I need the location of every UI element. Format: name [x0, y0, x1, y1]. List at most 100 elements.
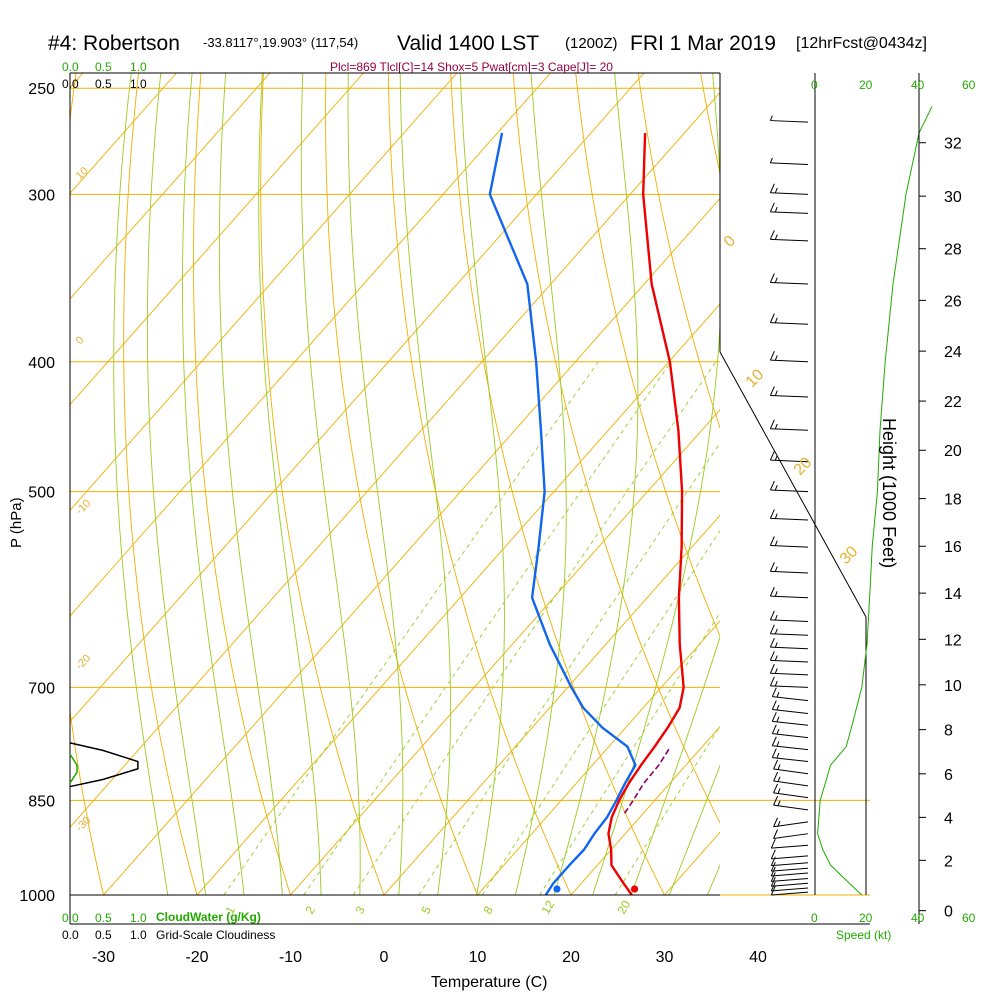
cloud-scale-bottom: 0.0 0.5 1.0 CloudWater (g/Kg) 0.0 0.5 1.…	[62, 910, 275, 942]
wind-barb-staff	[770, 489, 809, 493]
wind-barb-half	[774, 540, 778, 546]
wind-barb	[771, 736, 809, 751]
mixing-ratio-line	[539, 612, 720, 895]
x-tick-label: -20	[185, 949, 208, 966]
wind-barb	[770, 872, 809, 882]
wind-barb	[769, 115, 809, 123]
y-tick-label: 850	[28, 793, 55, 810]
wind-barb-flag	[773, 759, 779, 770]
dry-adiabat-line	[886, 64, 1000, 923]
dry-adiabat-line	[450, 73, 666, 895]
wind-barb-half	[774, 566, 778, 572]
y2-tick-label: 4	[944, 810, 953, 827]
dry-adiabat-line	[0, 64, 15, 923]
dry-adiabat-line	[637, 73, 720, 430]
wind-barb-half	[776, 729, 780, 735]
wind-barb-flag	[769, 586, 775, 597]
y2-tick-label: 30	[944, 189, 962, 206]
wind-barb	[769, 586, 809, 599]
wind-barb-flag	[770, 872, 776, 882]
wind-barb	[769, 562, 809, 574]
y-tick-label: 300	[28, 187, 55, 204]
wind-barb-half	[774, 655, 778, 661]
x-tick-label: 0	[380, 949, 389, 966]
y2-tick-label: 12	[944, 632, 962, 649]
isotherm-label: 20	[791, 454, 816, 479]
x-tick-label: -30	[92, 949, 115, 966]
cloud-scale-bottom-green-0: 0.0	[62, 911, 79, 925]
utc-time: (1200Z)	[565, 35, 618, 52]
isotherm-line	[70, 73, 645, 723]
mixing-ratio-line	[418, 442, 720, 895]
wind-barb-staff	[772, 757, 809, 762]
isotherm-label: 30	[837, 543, 862, 568]
wind-barb-half	[777, 788, 781, 794]
wind-barb-flag	[769, 637, 775, 648]
cloud-scale-top-green-0: 0.0	[62, 60, 79, 74]
valid-time: Valid 1400 LST	[397, 32, 539, 55]
cloud-scale-top-green-2: 1.0	[130, 60, 147, 74]
wind-barb-staff	[771, 887, 809, 892]
dry-adiabat-line	[387, 73, 572, 895]
wind-barb	[769, 419, 809, 431]
wind-barb-staff	[771, 867, 809, 872]
wind-barb-flag	[769, 509, 775, 519]
y-tick-label: 250	[28, 81, 55, 98]
wind-barb-flag	[769, 350, 775, 361]
wind-barb	[773, 795, 809, 811]
isotherm-line	[70, 73, 177, 194]
wind-barb	[769, 651, 809, 663]
mixing-ratio-line	[223, 361, 599, 895]
wind-barb-flag	[770, 866, 776, 877]
mixing-ratio-line	[352, 361, 717, 895]
wind-barb-staff	[770, 359, 809, 363]
cloud-scale-bottom-black-0: 0.0	[62, 928, 79, 942]
cloud-scale-bottom-green-2: 1.0	[130, 911, 147, 925]
speed-bottom-left-2: 40	[911, 911, 925, 925]
wind-barb-staff	[771, 877, 809, 882]
surface-point	[553, 885, 561, 893]
wind-barb-staff	[771, 872, 809, 877]
wind-barb	[769, 480, 809, 493]
cloud-scale-top-green-1: 0.5	[95, 60, 112, 74]
cloud-scale-top-black-1: 0.5	[95, 77, 112, 91]
wind-barb-flag	[770, 861, 776, 872]
wind-barb-staff	[770, 595, 809, 599]
moist-adiabat-line	[258, 73, 322, 895]
y2-tick-label: 10	[944, 678, 962, 695]
isotherm-label: 0	[721, 232, 739, 250]
wind-barb	[771, 748, 809, 762]
wind-barb	[769, 313, 809, 325]
dry-adiabat-line	[512, 73, 720, 824]
speed-top-right-2: 60	[962, 78, 976, 92]
wind-barb-half	[776, 692, 780, 698]
wind-barb-staff	[770, 672, 809, 676]
wind-barb-flag	[771, 700, 777, 710]
cloud-scale-bottom-black-1: 0.5	[95, 928, 112, 942]
moist-adiabat-line	[113, 73, 169, 895]
mixing-ratio-line	[481, 529, 720, 895]
wind-barb-half	[774, 485, 778, 491]
wind-barb	[770, 849, 809, 860]
wind-barb-half	[769, 157, 773, 164]
wind-barb-flag	[769, 651, 775, 661]
wind-barb-flag	[773, 783, 779, 794]
wind-barb-half	[777, 820, 781, 827]
moist-adiabat-line	[592, 73, 720, 895]
isotherm-line	[196, 303, 720, 895]
dewpoint-trace	[488, 132, 637, 895]
wind-barb-staff	[773, 833, 809, 839]
wind-barb	[769, 509, 809, 521]
wind-barb-half	[774, 206, 778, 213]
wind-barb-staff	[772, 745, 809, 751]
speed-bottom-right-2: 60	[962, 911, 976, 925]
wind-barb-flag	[769, 202, 775, 213]
forecast-info: [12hrFcst@0434z]	[796, 35, 927, 52]
wind-barb-flag	[769, 536, 775, 546]
isotherm-label: -20	[74, 652, 94, 672]
y2-tick-label: 24	[944, 344, 962, 361]
wind-barb-flag	[769, 419, 775, 429]
moist-adiabat-line	[668, 764, 720, 895]
isotherm-line	[70, 73, 458, 511]
